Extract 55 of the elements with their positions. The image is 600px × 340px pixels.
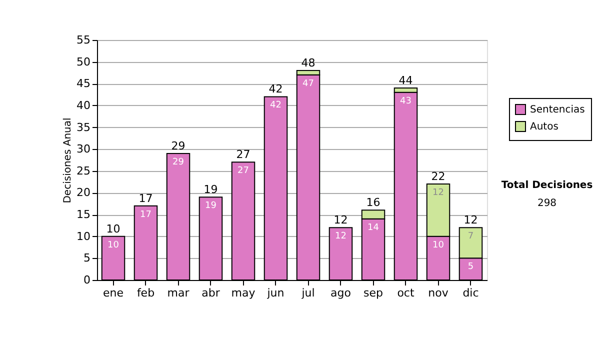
total-label: 12 — [334, 214, 348, 227]
total-label: 16 — [366, 196, 380, 210]
total-label: 22 — [431, 170, 446, 183]
total-label: 29 — [171, 139, 186, 152]
y-tick-label: 45 — [76, 77, 90, 90]
data-label: 12 — [432, 188, 444, 198]
y-tick-label: 55 — [76, 34, 90, 46]
data-label: 17 — [140, 210, 152, 220]
y-tick-label: 25 — [76, 164, 90, 178]
data-label: 5 — [468, 262, 474, 272]
x-tick-label: abr — [202, 286, 220, 300]
data-label: 10 — [432, 240, 444, 250]
legend-label: Autos — [530, 122, 558, 132]
x-tick-label: mar — [167, 286, 190, 300]
data-label: 19 — [205, 201, 217, 212]
x-tick-label: ene — [102, 286, 124, 300]
total-label: 10 — [106, 222, 120, 236]
x-tick-label: oct — [397, 286, 415, 300]
x-tick-label: ago — [330, 286, 352, 300]
total-label: 19 — [204, 183, 218, 196]
data-label: 43 — [400, 96, 412, 106]
y-tick-label: 40 — [76, 98, 90, 112]
data-label: 7 — [468, 232, 474, 242]
y-tick-label: 50 — [76, 55, 90, 68]
y-tick-label: 10 — [76, 230, 90, 243]
x-tick-label: may — [231, 286, 256, 300]
data-label: 29 — [172, 157, 184, 168]
data-label: 47 — [302, 78, 314, 89]
y-tick-label: 20 — [76, 186, 90, 200]
y-tick-label: 30 — [76, 142, 90, 156]
total-label: 44 — [398, 74, 413, 87]
y-tick-label: 5 — [84, 252, 90, 265]
data-label: 27 — [238, 166, 249, 176]
x-tick-label: dic — [462, 286, 479, 300]
y-tick-label: 15 — [76, 208, 90, 222]
y-tick-label: 0 — [84, 274, 90, 286]
total-label: 17 — [138, 192, 153, 205]
data-label: 42 — [270, 100, 282, 111]
total-label: 27 — [236, 148, 250, 162]
x-tick-label: feb — [136, 286, 155, 300]
text: 298 — [537, 198, 557, 209]
x-tick-label: sep — [364, 286, 384, 300]
total-label: 12 — [464, 214, 478, 227]
total-label: 42 — [268, 82, 283, 96]
x-tick-label: jul — [300, 286, 315, 300]
data-label: 12 — [335, 232, 346, 242]
y-axis-title: Decisiones Anual — [62, 118, 74, 204]
data-label: 10 — [108, 240, 120, 250]
data-label: 14 — [368, 222, 380, 233]
total-label: 48 — [301, 56, 316, 70]
x-tick-label: jun — [266, 286, 284, 300]
y-tick-label: 35 — [76, 120, 90, 134]
legend-label: Sentencias — [530, 104, 585, 116]
x-tick-label: nov — [428, 286, 449, 300]
text: Total Decisiones — [501, 180, 593, 191]
